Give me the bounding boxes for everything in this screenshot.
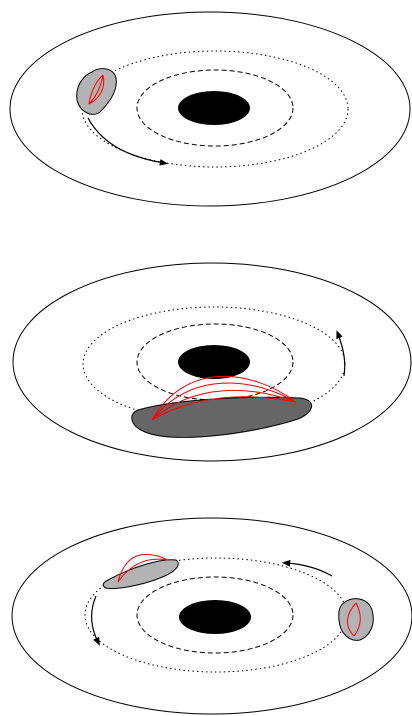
magnetic-field-lines-right [347, 602, 361, 637]
magnetic-field-lines [151, 376, 297, 421]
inner-edge-dashed [136, 576, 294, 654]
plasma-blob [76, 68, 117, 115]
orbit-arrow [87, 117, 169, 166]
panel-bottom [11, 517, 412, 715]
outer-disk-edge [9, 11, 411, 207]
inner-edge-dashed [136, 69, 294, 147]
black-hole [178, 91, 250, 125]
panel-middle [12, 262, 412, 462]
black-hole [179, 600, 251, 634]
magnetic-field-lines-left [117, 553, 169, 583]
plasma-blob-left [102, 559, 179, 589]
magnetic-field-lines [88, 74, 105, 105]
outer-disk-edge [11, 517, 412, 715]
orbit-arrow [336, 330, 346, 377]
black-hole [178, 345, 250, 379]
outer-disk-edge [12, 262, 412, 462]
panel-top [9, 11, 411, 207]
orbit-arrow-top [281, 559, 333, 577]
orbit-arrow-left [91, 595, 100, 646]
plasma-blob-stretched [131, 396, 312, 438]
plasma-blob-right [338, 598, 374, 641]
inner-edge-dashed [136, 323, 294, 401]
